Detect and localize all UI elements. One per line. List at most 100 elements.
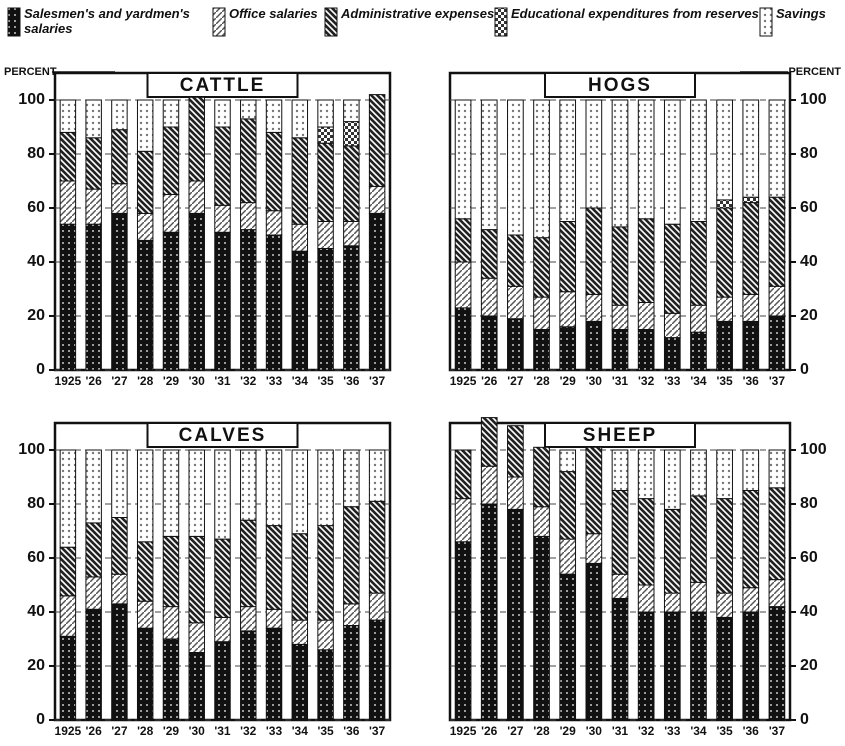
bar-segment	[533, 329, 550, 371]
bar-segment	[317, 221, 334, 249]
bar-segment	[85, 188, 102, 225]
bar-segment	[291, 250, 309, 371]
x-tick-label: '29	[560, 374, 577, 388]
legend-label: Savings	[776, 6, 826, 21]
bar-segment	[85, 576, 102, 610]
bar-segment	[162, 126, 180, 195]
bar-segment	[317, 126, 334, 144]
bar-segment	[611, 226, 629, 306]
chart-title: SHEEP	[583, 425, 657, 446]
x-tick-label: '30	[189, 724, 206, 738]
bar-segment	[317, 99, 334, 128]
bar-segment	[768, 487, 786, 581]
bar-segment	[637, 498, 655, 586]
bar-segment	[663, 337, 681, 371]
bar-segment	[454, 541, 472, 721]
bar-segment	[343, 506, 360, 605]
y-tick-label: 80	[800, 495, 818, 512]
bar-segment	[690, 611, 707, 721]
bar-segment	[291, 449, 309, 535]
bar-segment	[111, 603, 128, 721]
bar-segment	[111, 129, 128, 185]
x-tick-label: '28	[533, 724, 550, 738]
bar-segment	[507, 476, 524, 510]
bar-segment	[663, 223, 681, 314]
bar-segment	[480, 503, 498, 721]
bar-segment	[454, 218, 472, 263]
bar-segment	[265, 627, 283, 721]
bar-segment	[59, 180, 77, 225]
bar-segment	[111, 99, 128, 131]
bar-segment	[663, 611, 681, 721]
x-tick-label: '27	[111, 374, 128, 388]
bar-segment	[240, 519, 257, 608]
bar-segment	[214, 641, 231, 721]
x-tick-label: '29	[163, 374, 180, 388]
bar-segment	[742, 490, 760, 589]
bar-segment	[85, 137, 102, 190]
bar-segment	[343, 625, 360, 721]
x-tick-label: '34	[690, 374, 707, 388]
x-tick-label: '37	[369, 724, 386, 738]
y-tick-label: 40	[27, 603, 45, 620]
x-tick-label: '36	[343, 374, 360, 388]
bar-segment	[585, 533, 603, 564]
bar-segment	[611, 598, 629, 721]
bar-segment	[637, 329, 655, 371]
bar-segment	[768, 315, 786, 371]
bar-segment	[317, 449, 334, 527]
title-box	[544, 422, 696, 448]
title-box	[146, 72, 299, 98]
bar-segment	[265, 608, 283, 629]
y-axis-label: PERCENT	[4, 66, 57, 78]
bar-segment	[585, 293, 603, 322]
bar-segment	[85, 449, 102, 524]
x-tick-label: '31	[612, 374, 629, 388]
bar-segment	[291, 533, 309, 621]
bar-segment	[742, 611, 760, 721]
bar-segment	[265, 449, 283, 527]
bar-segment	[136, 449, 154, 543]
legend-swatch	[324, 7, 338, 37]
x-tick-label: '31	[214, 724, 231, 738]
bar-segment	[611, 329, 629, 371]
x-tick-label: '26	[481, 724, 498, 738]
bar-segment	[291, 619, 309, 645]
y-tick-label: 60	[800, 199, 818, 216]
bar-segment	[111, 517, 128, 575]
y-tick-label: 20	[27, 307, 45, 324]
bar-segment	[136, 99, 154, 152]
bar-segment	[214, 449, 231, 540]
bar-segment	[690, 99, 707, 222]
bar-segment	[291, 99, 309, 139]
legend-label: Salesmen's and yardmen's salaries	[24, 6, 190, 36]
y-tick-label: 20	[800, 307, 818, 324]
bar-segment	[368, 449, 386, 502]
bar-segment	[454, 261, 472, 309]
x-tick-label: '27	[111, 724, 128, 738]
legend-swatch	[7, 7, 21, 37]
bar-segment	[291, 223, 309, 252]
bar-segment	[59, 635, 77, 721]
bar-segment	[240, 202, 257, 231]
x-tick-label: '34	[292, 724, 309, 738]
bar-segment	[559, 99, 577, 222]
bar-segment	[716, 207, 733, 298]
bar-segment	[291, 643, 309, 721]
legend-swatch	[494, 7, 508, 37]
bar-segment	[533, 506, 550, 537]
bar-segment	[240, 630, 257, 721]
bar-segment	[59, 595, 77, 637]
x-tick-label: '37	[769, 374, 786, 388]
bar-segment	[742, 99, 760, 198]
bar-segment	[716, 199, 733, 209]
bar-segment	[690, 495, 707, 583]
bar-segment	[559, 538, 577, 575]
bar-segment	[162, 231, 180, 371]
bar-segment	[59, 131, 77, 182]
bar-segment	[265, 131, 283, 212]
bar-segment	[559, 449, 577, 473]
bar-segment	[742, 202, 760, 295]
x-tick-label: '29	[163, 724, 180, 738]
